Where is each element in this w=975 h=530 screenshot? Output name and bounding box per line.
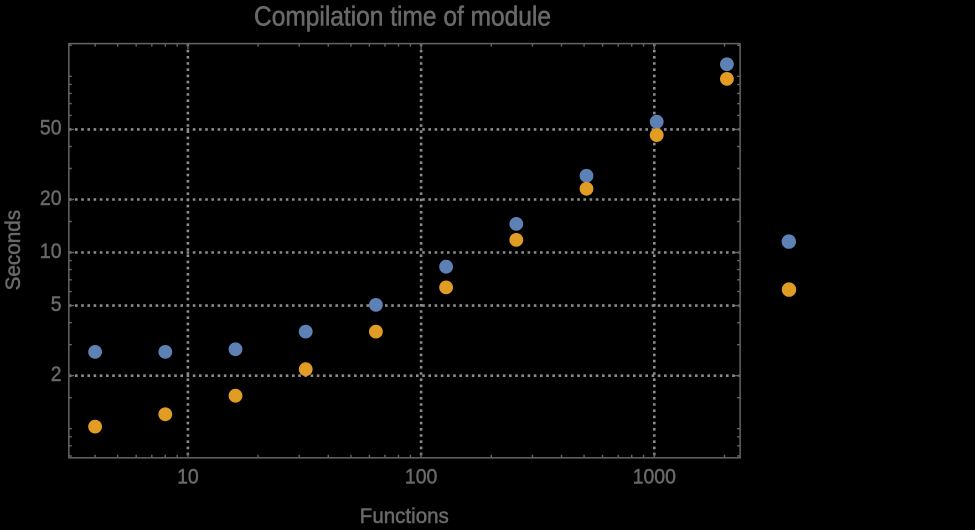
svg-text:Functions: Functions	[360, 505, 449, 525]
svg-text:Seconds: Seconds	[2, 210, 25, 291]
svg-text:100: 100	[405, 465, 437, 489]
svg-text:50: 50	[40, 116, 62, 140]
svg-text:20: 20	[40, 186, 62, 210]
svg-text:1000: 1000	[633, 465, 676, 489]
svg-text:10: 10	[40, 239, 62, 263]
svg-text:5: 5	[51, 292, 62, 316]
svg-text:Compilation time of module: Compilation time of module	[254, 0, 551, 31]
svg-text:2: 2	[51, 362, 62, 386]
svg-text:10: 10	[177, 465, 199, 489]
